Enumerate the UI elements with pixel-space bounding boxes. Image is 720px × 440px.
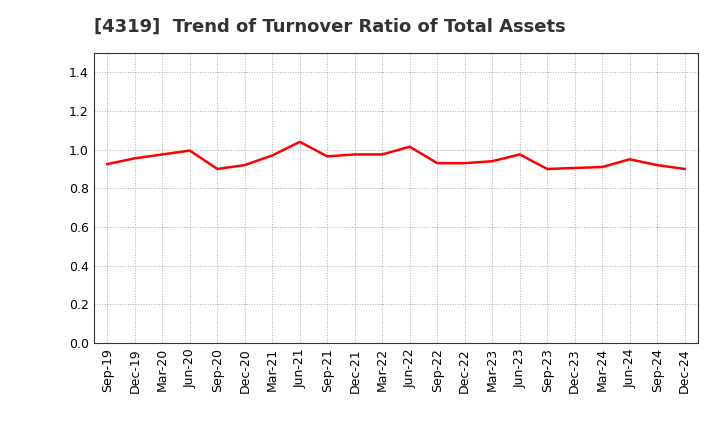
Text: [4319]  Trend of Turnover Ratio of Total Assets: [4319] Trend of Turnover Ratio of Total …	[94, 18, 565, 36]
